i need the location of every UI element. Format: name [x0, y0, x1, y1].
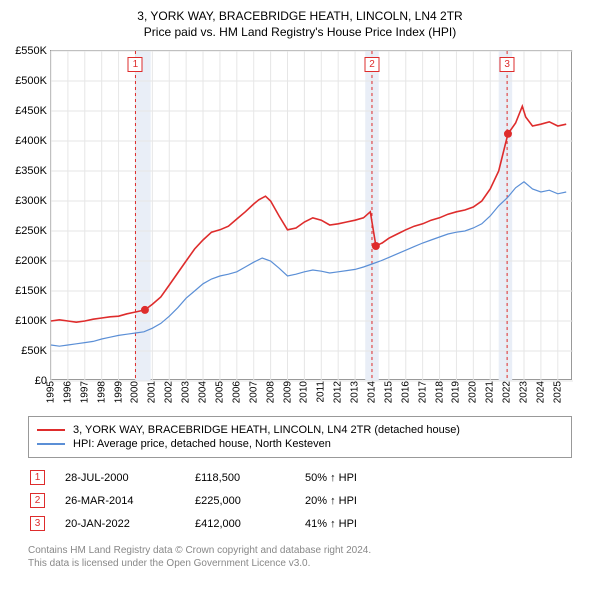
x-tick-label: 2013 — [350, 381, 361, 403]
marker-pct: 20% ↑ HPI — [305, 495, 405, 507]
chart-svg — [51, 51, 571, 379]
y-tick-label: £200K — [15, 255, 47, 267]
x-tick-label: 2019 — [451, 381, 462, 403]
chart-title-block: 3, YORK WAY, BRACEBRIDGE HEATH, LINCOLN,… — [0, 0, 600, 40]
x-tick-label: 2021 — [485, 381, 496, 403]
y-tick-label: £100K — [15, 315, 47, 327]
legend-label: 3, YORK WAY, BRACEBRIDGE HEATH, LINCOLN,… — [73, 424, 460, 436]
marker-date: 26-MAR-2014 — [65, 495, 175, 507]
x-tick-label: 2011 — [316, 381, 327, 403]
marker-price: £225,000 — [195, 495, 285, 507]
x-tick-label: 2009 — [282, 381, 293, 403]
marker-badge: 1 — [30, 470, 45, 485]
x-tick-label: 2000 — [130, 381, 141, 403]
x-tick-label: 2012 — [333, 381, 344, 403]
sale-callout-2: 2 — [364, 57, 379, 72]
x-tick-label: 1995 — [46, 381, 57, 403]
y-tick-label: £300K — [15, 195, 47, 207]
title-line-2: Price paid vs. HM Land Registry's House … — [0, 24, 600, 40]
marker-date: 28-JUL-2000 — [65, 472, 175, 484]
y-tick-label: £400K — [15, 135, 47, 147]
y-tick-label: £250K — [15, 225, 47, 237]
x-tick-label: 2023 — [519, 381, 530, 403]
marker-row: 2 26-MAR-2014 £225,000 20% ↑ HPI — [28, 489, 572, 512]
y-tick-label: £550K — [15, 45, 47, 57]
marker-price: £118,500 — [195, 472, 285, 484]
x-tick-label: 2025 — [552, 381, 563, 403]
marker-row: 1 28-JUL-2000 £118,500 50% ↑ HPI — [28, 466, 572, 489]
x-tick-label: 2016 — [400, 381, 411, 403]
x-tick-label: 2005 — [214, 381, 225, 403]
marker-pct: 41% ↑ HPI — [305, 518, 405, 530]
x-tick-label: 2024 — [535, 381, 546, 403]
x-tick-label: 2010 — [299, 381, 310, 403]
legend-swatch — [37, 429, 65, 431]
x-tick-label: 2002 — [164, 381, 175, 403]
y-tick-label: £450K — [15, 105, 47, 117]
sale-callout-3: 3 — [500, 57, 515, 72]
x-tick-label: 2022 — [502, 381, 513, 403]
x-tick-label: 1999 — [113, 381, 124, 403]
x-tick-label: 2018 — [434, 381, 445, 403]
chart-legend: 3, YORK WAY, BRACEBRIDGE HEATH, LINCOLN,… — [28, 416, 572, 458]
y-tick-label: £500K — [15, 75, 47, 87]
x-tick-label: 2003 — [181, 381, 192, 403]
marker-badge: 3 — [30, 516, 45, 531]
x-tick-label: 2015 — [383, 381, 394, 403]
sale-callout-1: 1 — [128, 57, 143, 72]
marker-pct: 50% ↑ HPI — [305, 472, 405, 484]
x-tick-label: 2006 — [231, 381, 242, 403]
y-tick-label: £350K — [15, 165, 47, 177]
marker-date: 20-JAN-2022 — [65, 518, 175, 530]
x-tick-label: 2001 — [147, 381, 158, 403]
y-tick-label: £150K — [15, 285, 47, 297]
sale-marker-table: 1 28-JUL-2000 £118,500 50% ↑ HPI 2 26-MAR-201… — [28, 462, 572, 535]
title-line-1: 3, YORK WAY, BRACEBRIDGE HEATH, LINCOLN,… — [0, 8, 600, 24]
price-chart: £0£50K£100K£150K£200K£250K£300K£350K£400… — [50, 50, 572, 380]
legend-label: HPI: Average price, detached house, Nort… — [73, 438, 331, 450]
x-tick-label: 2014 — [366, 381, 377, 403]
x-tick-label: 2020 — [468, 381, 479, 403]
x-tick-label: 1996 — [62, 381, 73, 403]
y-tick-label: £50K — [21, 345, 47, 357]
x-tick-label: 2004 — [198, 381, 209, 403]
legend-row: HPI: Average price, detached house, Nort… — [37, 437, 563, 451]
x-tick-label: 2017 — [417, 381, 428, 403]
x-tick-label: 2008 — [265, 381, 276, 403]
legend-row: 3, YORK WAY, BRACEBRIDGE HEATH, LINCOLN,… — [37, 423, 563, 437]
x-tick-label: 1998 — [96, 381, 107, 403]
legend-swatch — [37, 443, 65, 445]
x-tick-label: 2007 — [248, 381, 259, 403]
x-tick-label: 1997 — [79, 381, 90, 403]
attribution-footer: Contains HM Land Registry data © Crown c… — [20, 538, 580, 570]
marker-badge: 2 — [30, 493, 45, 508]
footer-line-1: Contains HM Land Registry data © Crown c… — [28, 544, 572, 557]
marker-price: £412,000 — [195, 518, 285, 530]
footer-line-2: This data is licensed under the Open Gov… — [28, 557, 572, 570]
marker-row: 3 20-JAN-2022 £412,000 41% ↑ HPI — [28, 512, 572, 535]
